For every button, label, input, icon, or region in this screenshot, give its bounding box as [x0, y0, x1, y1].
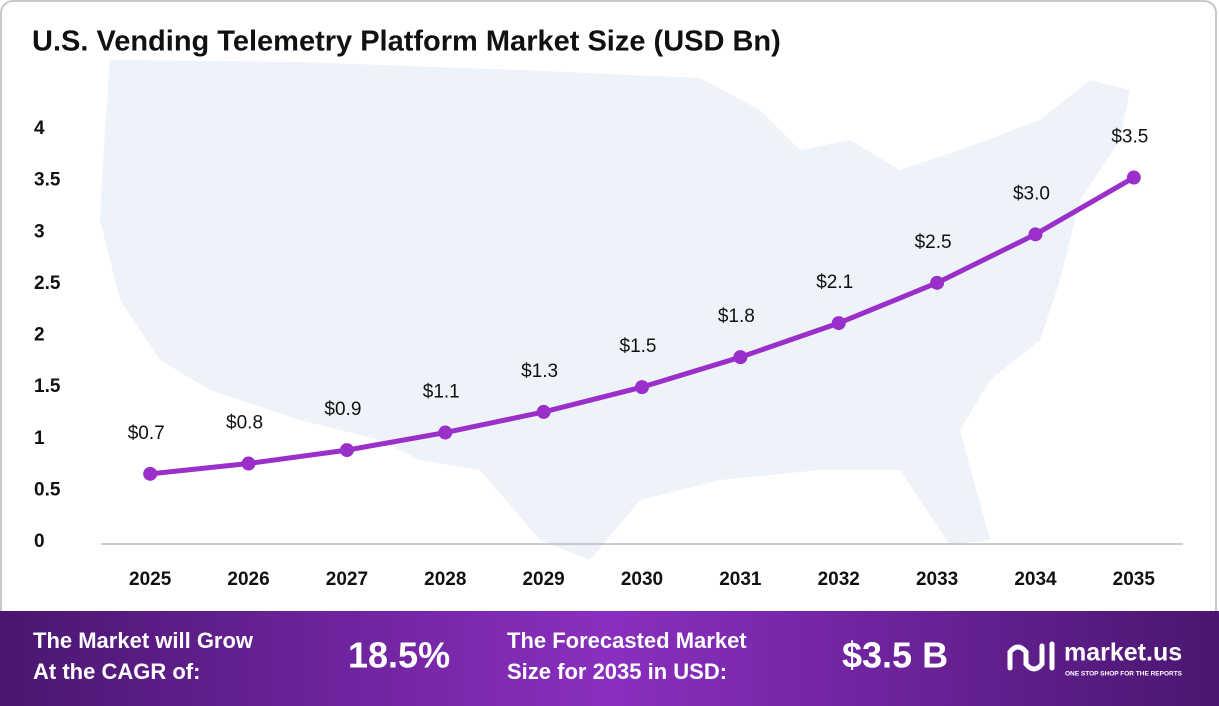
value-label: $0.9 [324, 399, 361, 420]
marker [143, 466, 158, 481]
forecast-label: The Forecasted Market [507, 628, 747, 653]
cagr-label: The Market will Grow [33, 628, 254, 653]
x-tick-label: 2027 [326, 569, 368, 590]
value-label: $2.1 [816, 272, 853, 293]
value-label: $1.3 [521, 361, 558, 382]
x-tick-label: 2031 [719, 569, 762, 590]
marker [930, 275, 945, 290]
y-tick-label: 2.5 [34, 273, 61, 294]
chart-title: U.S. Vending Telemetry Platform Market S… [32, 26, 781, 58]
plot: 0 0.5 1 1.5 2 2.5 3 3.5 4 2025 2026 2027 2028 2029 203… [34, 118, 1155, 590]
marker [831, 316, 846, 331]
y-tick-label: 3.5 [34, 170, 61, 191]
marker [438, 425, 453, 440]
map-background [100, 60, 1130, 560]
marker [1028, 227, 1043, 242]
y-tick-label: 4 [34, 118, 45, 139]
x-tick-label: 2034 [1014, 569, 1057, 590]
y-tick-label: 0.5 [34, 479, 61, 500]
marker [733, 350, 748, 365]
y-tick-label: 3 [34, 221, 45, 242]
y-tick-label: 1.5 [34, 376, 61, 397]
marker [635, 380, 649, 395]
y-tick-label: 1 [34, 428, 45, 449]
value-label: $0.8 [226, 413, 263, 434]
marker [1126, 170, 1141, 185]
cagr-label: At the CAGR of: [33, 659, 200, 684]
marker [241, 456, 256, 471]
x-tick-label: 2028 [424, 569, 466, 590]
value-label: $2.5 [915, 232, 952, 253]
marker [536, 404, 551, 419]
y-tick-label: 0 [34, 531, 45, 552]
forecast-label: Size for 2035 in USD: [507, 659, 727, 684]
y-tick-label: 2 [34, 325, 45, 346]
value-label: $0.7 [128, 423, 165, 444]
cagr-value: 18.5% [348, 635, 450, 676]
forecast-value: $3.5 B [842, 635, 948, 676]
brand-name: market.us [1064, 639, 1182, 667]
x-tick-label: 2026 [227, 569, 269, 590]
marker [339, 443, 354, 458]
x-tick-label: 2030 [621, 569, 663, 590]
brand-tagline: ONE STOP SHOP FOR THE REPORTS [1065, 671, 1183, 678]
value-label: $3.0 [1013, 183, 1050, 204]
value-label: $1.5 [620, 336, 657, 357]
x-tick-label: 2033 [916, 569, 958, 590]
x-tick-label: 2029 [522, 569, 564, 590]
value-label: $1.1 [423, 382, 460, 403]
value-label: $1.8 [718, 306, 755, 327]
x-tick-label: 2035 [1113, 569, 1156, 590]
x-tick-label: 2032 [818, 569, 860, 590]
brand-logo [1007, 641, 1055, 672]
x-tick-label: 2025 [129, 569, 172, 590]
value-label: $3.5 [1111, 127, 1148, 148]
footer-band [0, 611, 1219, 706]
